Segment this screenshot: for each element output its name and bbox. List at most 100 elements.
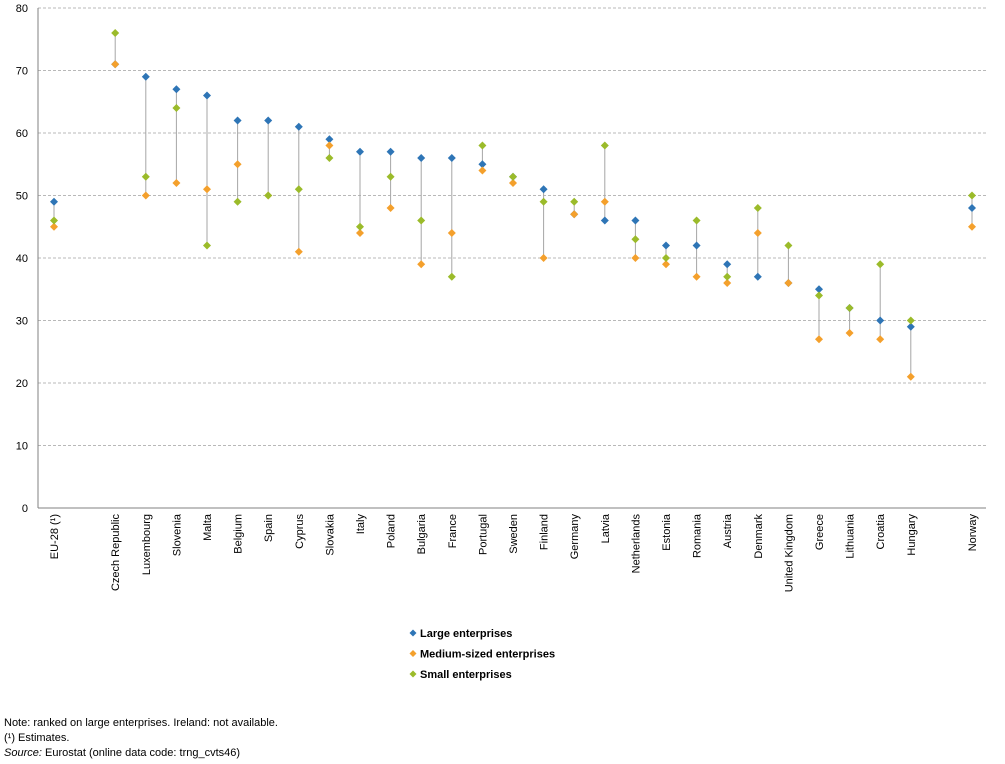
point-small-enterprises-germany — [570, 197, 579, 206]
point-large-enterprises-finland — [539, 185, 548, 194]
x-tick-eu-28: EU-28 (¹) — [49, 514, 61, 559]
legend-label-medium-sized-enterprises: Medium-sized enterprises — [420, 649, 555, 661]
point-large-enterprises-norway — [968, 204, 976, 212]
point-small-enterprises-slovakia — [325, 154, 334, 162]
x-tick-spain: Spain — [263, 514, 275, 542]
point-large-enterprises-luxembourg — [141, 72, 150, 81]
point-medium-sized-enterprises-czech-republic — [111, 60, 120, 69]
x-tick-finland: Finland — [539, 514, 551, 550]
point-large-enterprises-france — [447, 154, 456, 162]
point-medium-sized-enterprises-italy — [356, 229, 364, 237]
point-medium-sized-enterprises-cyprus — [294, 247, 303, 256]
note-ranking: Note: ranked on large enterprises. Irela… — [4, 717, 278, 729]
y-tick-80: 80 — [16, 3, 28, 15]
x-tick-greece: Greece — [814, 514, 826, 550]
point-small-enterprises-austria — [723, 272, 732, 281]
point-medium-sized-enterprises-bulgaria — [417, 260, 426, 269]
point-small-enterprises-france — [447, 272, 456, 281]
x-tick-portugal: Portugal — [477, 514, 489, 555]
range-lines — [53, 33, 973, 377]
legend-marker-small-enterprises — [409, 670, 417, 678]
x-tick-slovakia: Slovakia — [324, 513, 336, 555]
point-small-enterprises-spain — [264, 191, 273, 200]
point-small-enterprises-czech-republic — [111, 29, 120, 37]
y-tick-50: 50 — [16, 191, 28, 203]
point-small-enterprises-lithuania — [845, 304, 854, 312]
point-small-enterprises-luxembourg — [141, 172, 150, 181]
point-large-enterprises-italy — [356, 147, 364, 156]
point-large-enterprises-belgium — [233, 116, 242, 125]
point-large-enterprises-croatia — [876, 316, 885, 325]
x-tick-croatia: Croatia — [875, 513, 887, 549]
note-source: Source: Eurostat (online data code: trng… — [4, 746, 278, 761]
point-small-enterprises-greece — [815, 291, 823, 300]
point-large-enterprises-cyprus — [294, 122, 303, 131]
legend-marker-large-enterprises — [409, 629, 417, 637]
point-large-enterprises-denmark — [753, 272, 762, 281]
y-tick-0: 0 — [22, 503, 28, 515]
point-large-enterprises-malta — [203, 91, 211, 100]
point-small-enterprises-estonia — [662, 254, 670, 262]
point-large-enterprises-romania — [692, 241, 701, 250]
y-tick-30: 30 — [16, 316, 28, 328]
point-small-enterprises-slovenia — [172, 104, 181, 112]
point-large-enterprises-hungary — [906, 322, 915, 331]
axes — [37, 8, 986, 509]
x-tick-denmark: Denmark — [753, 514, 765, 559]
point-large-enterprises-spain — [264, 116, 273, 125]
x-tick-bulgaria: Bulgaria — [416, 513, 428, 554]
notes: Note: ranked on large enterprises. Irela… — [4, 716, 278, 761]
series-small-enterprises — [50, 29, 976, 325]
x-tick-romania: Romania — [692, 513, 704, 558]
legend-label-large-enterprises: Large enterprises — [420, 628, 512, 640]
grid-lines — [38, 7, 986, 446]
x-tick-hungary: Hungary — [906, 514, 918, 556]
point-medium-sized-enterprises-greece — [815, 335, 823, 344]
series-large-enterprises — [50, 60, 976, 331]
series-medium-sized-enterprises — [50, 60, 976, 381]
point-large-enterprises-portugal — [478, 160, 487, 169]
point-small-enterprises-italy — [356, 222, 364, 231]
y-tick-40: 40 — [16, 253, 28, 265]
point-medium-sized-enterprises-belgium — [233, 160, 242, 169]
point-medium-sized-enterprises-latvia — [600, 197, 609, 206]
chart: 0 10 20 30 40 50 60 70 80 EU-28 (¹) Czech Republi… — [16, 3, 986, 681]
point-medium-sized-enterprises-germany — [570, 210, 579, 219]
point-small-enterprises-eu-28 — [50, 216, 58, 225]
point-small-enterprises-united-kingdom — [784, 241, 793, 250]
x-tick-luxembourg: Luxembourg — [141, 514, 153, 575]
point-small-enterprises-norway — [968, 191, 976, 200]
x-tick-belgium: Belgium — [233, 514, 245, 554]
point-medium-sized-enterprises-hungary — [906, 372, 915, 381]
x-tick-labels: EU-28 (¹) Czech Republic Luxembourg Sloveni… — [49, 513, 979, 592]
point-small-enterprises-belgium — [233, 197, 242, 206]
legend-label-small-enterprises: Small enterprises — [420, 669, 512, 681]
y-tick-60: 60 — [16, 128, 28, 140]
point-large-enterprises-eu-28 — [50, 197, 58, 206]
x-tick-lithuania: Lithuania — [845, 513, 857, 559]
point-large-enterprises-latvia — [600, 216, 609, 225]
point-medium-sized-enterprises-denmark — [753, 229, 762, 237]
point-small-enterprises-cyprus — [294, 185, 303, 194]
x-tick-sweden: Sweden — [508, 514, 520, 554]
point-medium-sized-enterprises-croatia — [876, 335, 885, 344]
x-tick-czech-republic: Czech Republic — [110, 514, 122, 592]
y-tick-20: 20 — [16, 378, 28, 390]
point-small-enterprises-romania — [692, 216, 701, 225]
point-medium-sized-enterprises-luxembourg — [141, 191, 150, 200]
point-large-enterprises-netherlands — [631, 216, 640, 225]
point-medium-sized-enterprises-poland — [386, 204, 395, 212]
point-medium-sized-enterprises-lithuania — [845, 329, 854, 337]
point-medium-sized-enterprises-slovakia — [325, 141, 334, 150]
point-medium-sized-enterprises-france — [447, 229, 456, 237]
point-small-enterprises-bulgaria — [417, 216, 426, 225]
x-tick-france: France — [447, 514, 459, 548]
point-small-enterprises-hungary — [906, 316, 915, 325]
point-medium-sized-enterprises-austria — [723, 279, 732, 287]
point-large-enterprises-poland — [386, 147, 395, 156]
point-small-enterprises-croatia — [876, 260, 885, 269]
x-tick-slovenia: Slovenia — [171, 513, 183, 556]
source-text: Eurostat (online data code: trng_cvts46) — [44, 747, 241, 759]
x-tick-poland: Poland — [386, 514, 398, 548]
point-medium-sized-enterprises-norway — [968, 222, 976, 231]
